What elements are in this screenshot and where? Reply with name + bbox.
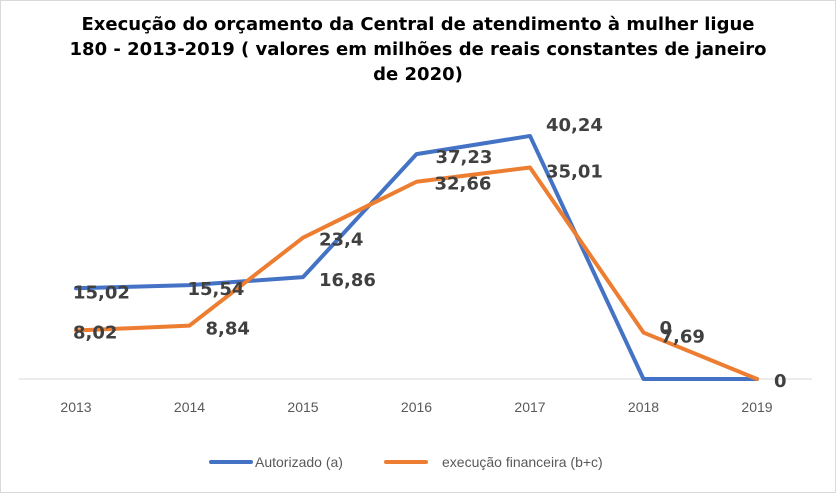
axis-layer: 2013 2014 2015 2016 2017 2018 2019 bbox=[19, 378, 812, 415]
data-label: 8,02 bbox=[73, 323, 117, 344]
series-line-1 bbox=[74, 133, 759, 381]
data-label: 0 bbox=[660, 318, 673, 339]
data-label: 16,86 bbox=[319, 270, 376, 291]
chart-title-line-1: Execução do orçamento da Central de aten… bbox=[81, 14, 755, 35]
x-tick-label: 2017 bbox=[514, 399, 545, 415]
x-tick-label: 2013 bbox=[60, 399, 91, 415]
data-label: 40,24 bbox=[546, 115, 603, 136]
x-tick-label: 2015 bbox=[287, 399, 318, 415]
legend-label: execução financeira (b+c) bbox=[442, 454, 603, 470]
x-tick-label: 2014 bbox=[174, 399, 205, 415]
data-label: 15,54 bbox=[188, 279, 245, 300]
x-tick-label: 2018 bbox=[628, 399, 659, 415]
data-label: 8,84 bbox=[206, 319, 250, 340]
legend-label: Autorizado (a) bbox=[255, 454, 343, 470]
legend: Autorizado (a) execução financeira (b+c) bbox=[209, 454, 603, 470]
data-label: 15,02 bbox=[73, 282, 130, 303]
series-layer bbox=[74, 133, 759, 381]
chart-title: Execução do orçamento da Central de aten… bbox=[60, 12, 776, 87]
x-tick-label: 2019 bbox=[741, 399, 772, 415]
chart-title-line-2: 180 - 2013-2019 ( valores em milhões de … bbox=[69, 39, 767, 60]
series-line-2 bbox=[74, 165, 759, 381]
chart-title-line-3: de 2020) bbox=[373, 64, 463, 85]
data-label: 35,01 bbox=[546, 162, 603, 183]
data-label: 0 bbox=[774, 371, 787, 392]
x-tick-label: 2016 bbox=[401, 399, 432, 415]
data-label-layer: 15,02 15,54 16,86 37,23 40,24 0 0 8,02 8,84 23,4 3… bbox=[73, 115, 787, 392]
data-label: 32,66 bbox=[435, 174, 492, 195]
data-label: 23,4 bbox=[319, 230, 363, 251]
data-label: 37,23 bbox=[436, 147, 493, 168]
data-label: 7,69 bbox=[661, 327, 705, 348]
